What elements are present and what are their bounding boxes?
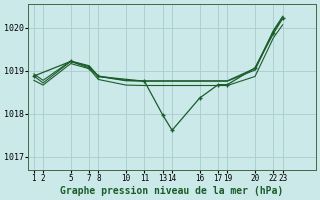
X-axis label: Graphe pression niveau de la mer (hPa): Graphe pression niveau de la mer (hPa) <box>60 186 284 196</box>
